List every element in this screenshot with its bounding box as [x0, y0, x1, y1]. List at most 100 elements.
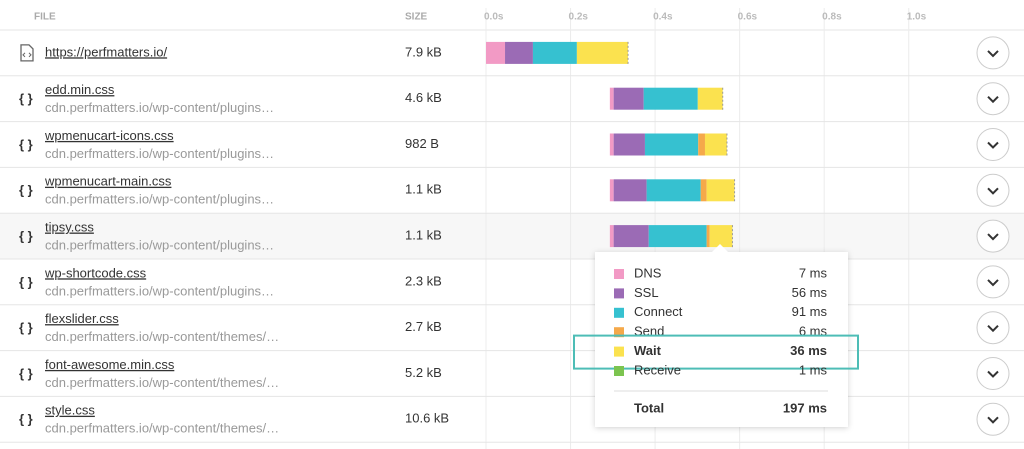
file-url: cdn.perfmatters.io/wp-content/themes/…: [45, 375, 279, 390]
timing-bar: [706, 179, 735, 202]
expand-button[interactable]: [976, 265, 1010, 299]
expand-button[interactable]: [976, 357, 1010, 390]
file-icon: { }: [19, 320, 33, 335]
button-circle[interactable]: [976, 36, 1010, 70]
timing-bar: [532, 41, 577, 64]
timing-label: Connect: [634, 304, 683, 319]
button-circle[interactable]: [976, 219, 1010, 253]
icon-shape: [20, 44, 34, 62]
file-url: cdn.perfmatters.io/wp-content/themes/…: [45, 421, 279, 436]
file-url: cdn.perfmatters.io/wp-content/plugins…: [45, 146, 274, 161]
file-size: 2.3 kB: [405, 273, 442, 288]
tick-label: 0.6s: [738, 12, 758, 23]
row-hover: [0, 213, 1024, 259]
file-size: 10.6 kB: [405, 411, 449, 426]
expand-button[interactable]: [976, 219, 1010, 253]
file-name[interactable]: https://perfmatters.io/: [45, 44, 167, 59]
chevron: [987, 233, 999, 241]
tick-label: 0.2s: [569, 12, 589, 23]
timing-bar: [706, 225, 710, 248]
file-name[interactable]: edd.min.css: [45, 82, 115, 97]
button-circle[interactable]: [976, 265, 1010, 299]
file-icon: { }: [19, 412, 33, 427]
timing-bar: [613, 179, 647, 202]
chevron: [987, 370, 999, 378]
icon-glyph: [22, 52, 32, 58]
expand-button[interactable]: [976, 82, 1010, 116]
file-size: 2.7 kB: [405, 319, 442, 334]
expand-button[interactable]: [976, 128, 1010, 161]
highlight-box: [573, 334, 859, 370]
timing-bar: [613, 225, 649, 248]
legend-swatch: [614, 346, 624, 357]
timing-bar: [609, 179, 614, 202]
file-size: 5.2 kB: [405, 365, 442, 380]
timing-bar: [613, 133, 645, 156]
expand-button[interactable]: [976, 311, 1010, 345]
timing-label: Wait: [634, 343, 662, 358]
file-icon: { }: [19, 229, 33, 244]
timing-bar: [644, 133, 699, 156]
file-size: 1.1 kB: [405, 182, 442, 197]
file-name[interactable]: wpmenucart-icons.css: [44, 128, 174, 143]
chevron: [987, 279, 999, 287]
legend-swatch: [614, 366, 624, 376]
timing-bar: [697, 87, 723, 110]
chevron: [987, 95, 999, 104]
timing-bar: [646, 179, 701, 202]
timing-bar: [613, 87, 644, 110]
button-circle[interactable]: [976, 311, 1010, 345]
legend-swatch: [614, 288, 624, 299]
size-header: SIZE: [405, 12, 428, 23]
timing-bar: [709, 225, 733, 248]
file-name[interactable]: tipsy.css: [45, 220, 94, 235]
file-name[interactable]: wp-shortcode.css: [44, 265, 147, 280]
button-circle[interactable]: [976, 402, 1010, 436]
legend-swatch: [614, 327, 624, 338]
timing-bar: [609, 87, 614, 110]
legend-swatch: [614, 307, 624, 318]
timing-value: 56 ms: [792, 285, 828, 300]
file-size: 982 B: [405, 136, 439, 151]
timing-label: DNS: [634, 265, 662, 280]
button-circle[interactable]: [976, 173, 1010, 207]
timing-bar: [643, 87, 698, 110]
file-url: cdn.perfmatters.io/wp-content/themes/…: [45, 329, 279, 344]
timing-bar: [700, 179, 707, 202]
file-name[interactable]: wpmenucart-main.css: [44, 174, 172, 189]
timing-bar: [609, 225, 614, 248]
file-size: 1.1 kB: [405, 228, 442, 243]
file-name[interactable]: flexslider.css: [45, 311, 119, 326]
file-name[interactable]: font-awesome.min.css: [45, 357, 175, 372]
timing-bar: [698, 133, 705, 156]
chevron: [987, 324, 999, 333]
chevron: [987, 187, 999, 195]
timing-value: 36 ms: [790, 343, 827, 358]
button-circle[interactable]: [976, 82, 1010, 116]
expand-button[interactable]: [976, 36, 1010, 70]
file-icon: { }: [19, 91, 33, 106]
timing-value: 91 ms: [792, 304, 828, 319]
timing-label: Receive: [634, 362, 681, 377]
file-url: cdn.perfmatters.io/wp-content/plugins…: [45, 192, 274, 207]
file-icon: { }: [19, 366, 33, 381]
expand-button[interactable]: [976, 173, 1010, 207]
file-url: cdn.perfmatters.io/wp-content/plugins…: [45, 238, 274, 253]
timing-bar: [505, 41, 533, 64]
button-circle[interactable]: [976, 128, 1010, 161]
timing-label: SSL: [634, 285, 659, 300]
timing-bar: [704, 133, 727, 156]
chevron: [987, 416, 999, 424]
file-name[interactable]: style.css: [45, 403, 95, 418]
timing-value: 1 ms: [799, 362, 828, 377]
file-url: cdn.perfmatters.io/wp-content/plugins…: [45, 283, 274, 298]
file-header: FILE: [34, 12, 56, 23]
total-value: 197 ms: [783, 400, 827, 415]
timing-value: 7 ms: [799, 265, 828, 280]
legend-swatch: [614, 269, 624, 279]
file-size: 4.6 kB: [405, 90, 442, 105]
file-size: 7.9 kB: [405, 44, 442, 59]
expand-button[interactable]: [976, 402, 1010, 436]
button-circle[interactable]: [976, 357, 1010, 390]
